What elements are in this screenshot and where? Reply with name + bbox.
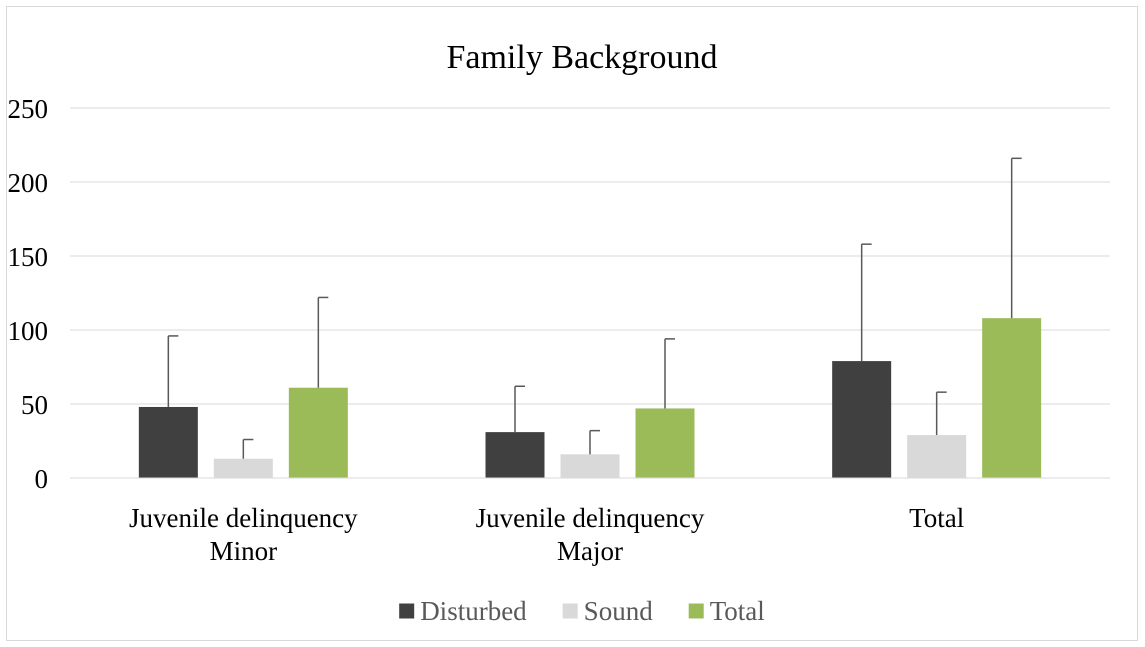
category-label: Juvenile delinquency bbox=[129, 503, 358, 533]
y-tick-label: 250 bbox=[8, 94, 49, 124]
bar-disturbed-1 bbox=[485, 432, 545, 478]
bar-total-1 bbox=[635, 408, 695, 478]
y-axis-ticks: 0 50 100 150 200 250 bbox=[8, 94, 49, 494]
bars bbox=[138, 318, 1042, 478]
bar-sound-2 bbox=[907, 435, 967, 478]
y-tick-label: 200 bbox=[8, 168, 49, 198]
bar-total-2 bbox=[982, 318, 1042, 478]
legend-label-sound: Sound bbox=[584, 596, 654, 626]
legend-label-disturbed: Disturbed bbox=[420, 596, 527, 626]
bar-sound-0 bbox=[213, 458, 273, 478]
bar-sound-1 bbox=[560, 454, 620, 478]
bar-disturbed-2 bbox=[832, 361, 892, 478]
y-tick-label: 0 bbox=[35, 464, 49, 494]
bar-total-0 bbox=[288, 387, 348, 478]
y-tick-label: 50 bbox=[21, 390, 48, 420]
y-tick-label: 100 bbox=[8, 316, 49, 346]
category-label: Total bbox=[909, 503, 964, 533]
legend-label-total: Total bbox=[710, 596, 765, 626]
category-label: Juvenile delinquency bbox=[476, 503, 705, 533]
legend-swatch-disturbed bbox=[399, 603, 415, 619]
legend-swatch-total bbox=[688, 603, 704, 619]
y-tick-label: 150 bbox=[8, 242, 49, 272]
legend-swatch-sound bbox=[562, 603, 578, 619]
gridlines bbox=[70, 107, 1110, 405]
bar-disturbed-0 bbox=[138, 406, 198, 478]
legend: Disturbed Sound Total bbox=[399, 596, 765, 626]
chart-frame bbox=[6, 6, 1138, 641]
category-label: Minor bbox=[210, 536, 278, 566]
chart-title: Family Background bbox=[446, 39, 717, 76]
category-label: Major bbox=[557, 536, 623, 566]
error-bars bbox=[167, 157, 1022, 459]
